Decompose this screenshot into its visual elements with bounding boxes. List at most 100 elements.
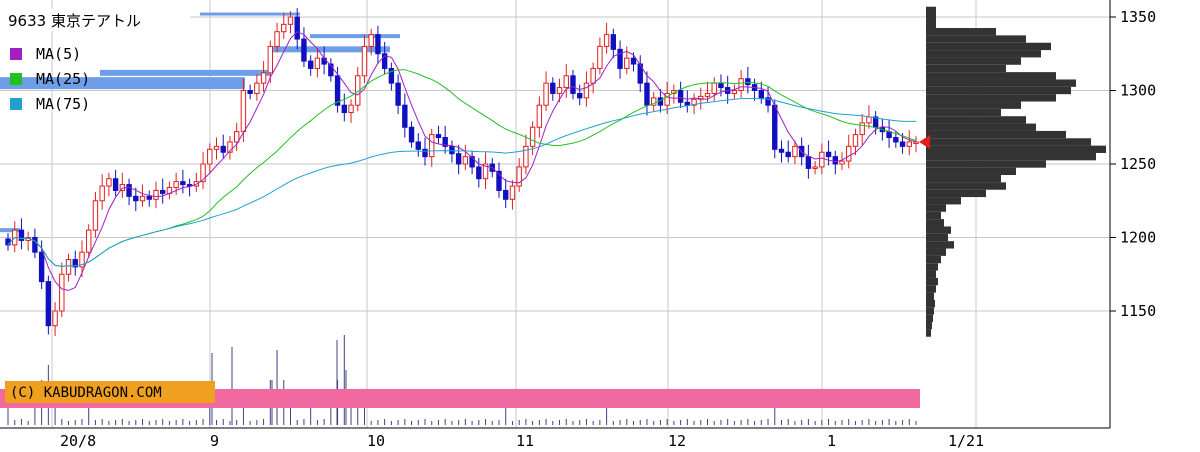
candle-body	[368, 34, 374, 47]
candle-body	[765, 97, 771, 106]
profile-bar	[926, 255, 941, 264]
volume-profile	[926, 6, 1106, 337]
candle-body	[153, 189, 159, 200]
candle-body	[819, 151, 825, 168]
x-tick-label: 11	[516, 432, 534, 450]
candle-body	[415, 141, 421, 150]
x-tick-label: 12	[668, 432, 686, 450]
candle-body	[52, 310, 58, 327]
resistance-bar	[270, 46, 390, 53]
y-tick-label: 1250	[1120, 155, 1156, 173]
candle-body	[267, 45, 274, 74]
candle-body	[523, 145, 529, 168]
last-price-triangle	[919, 134, 930, 149]
profile-bar	[926, 241, 954, 249]
candle-body	[624, 57, 630, 69]
candle-body	[375, 34, 381, 55]
ma75-swatch	[10, 98, 22, 110]
candle-body	[45, 281, 52, 327]
x-tick-label: 9	[210, 432, 219, 450]
candle-body	[529, 126, 536, 147]
profile-bar	[926, 204, 946, 212]
candle-body	[247, 90, 253, 94]
candle-body	[805, 156, 812, 169]
copyright-text: (C) KABUDRAGON.COM	[10, 385, 162, 401]
candle-body	[281, 23, 287, 33]
profile-bar	[926, 35, 1026, 43]
candle-body	[886, 131, 892, 139]
y-tick-label: 1200	[1120, 229, 1156, 247]
candle-body	[435, 134, 442, 139]
candle-body	[893, 137, 899, 143]
candle-body	[442, 137, 448, 147]
profile-bar	[926, 101, 1021, 109]
candle-body	[233, 131, 240, 143]
candle-body	[704, 92, 711, 97]
profile-bar	[926, 138, 1091, 146]
candle-body	[536, 104, 543, 128]
candle-body	[388, 67, 395, 84]
profile-bar	[926, 285, 936, 293]
resistance-bar	[0, 228, 20, 233]
profile-bar	[926, 270, 936, 278]
profile-bar	[926, 329, 931, 337]
resistance-bars	[0, 12, 400, 233]
candle-body	[334, 75, 341, 106]
profile-bar	[926, 50, 1041, 58]
profile-bar	[926, 160, 1046, 168]
candle-body	[32, 237, 38, 253]
candle-body	[260, 72, 267, 84]
profile-bar	[926, 108, 1001, 117]
profile-bar	[926, 123, 1036, 131]
resistance-bar	[200, 12, 300, 16]
candle-body	[630, 57, 637, 65]
candle-body	[395, 82, 401, 106]
candle-body	[220, 145, 226, 153]
candle-body	[79, 251, 85, 268]
candle-body	[227, 141, 233, 153]
profile-bar	[926, 152, 1096, 161]
candle-body	[597, 45, 603, 69]
candle-body	[476, 166, 482, 180]
profile-bar	[926, 116, 1026, 124]
profile-bar	[926, 307, 934, 315]
profile-bar	[926, 167, 1016, 176]
resistance-bar	[0, 77, 245, 90]
volume-bars	[7, 335, 917, 425]
candle-body	[677, 90, 684, 103]
candle-body	[556, 87, 563, 94]
x-axis-labels: 20/8 9 10 11 12 1 1/21	[60, 432, 984, 450]
candle-body	[254, 82, 260, 94]
candle-body	[603, 34, 610, 47]
profile-bar	[926, 42, 1051, 51]
candle-body	[590, 67, 596, 84]
candle-body	[785, 151, 791, 158]
moving-averages	[7, 31, 917, 291]
x-tick-label: 1	[827, 432, 836, 450]
candle-body	[462, 156, 469, 165]
profile-bar	[926, 226, 951, 234]
y-axis-ticks: 1150 1200 1250 1300 1350	[1110, 8, 1156, 320]
profile-bar	[926, 189, 986, 198]
x-tick-label: 1/21	[948, 432, 984, 450]
profile-bar	[926, 299, 935, 308]
candle-body	[718, 82, 724, 89]
candle-body	[240, 90, 247, 133]
candle-body	[650, 97, 657, 106]
candle-body	[563, 75, 569, 89]
copyright-band	[0, 389, 920, 408]
candle-body	[314, 57, 321, 69]
legend-ma75: MA(75)	[36, 95, 90, 113]
profile-bar	[926, 86, 1071, 95]
candle-body	[294, 16, 300, 40]
candle-body	[516, 166, 522, 187]
candle-body	[381, 53, 388, 69]
candle-body	[550, 82, 556, 94]
candle-body	[745, 78, 751, 86]
profile-bar	[926, 175, 1001, 183]
ma75-line	[7, 98, 916, 267]
ma25-swatch	[10, 73, 22, 85]
candle-body	[65, 259, 72, 275]
candle-body	[92, 200, 99, 231]
copyright-label: (C) KABUDRAGON.COM	[5, 381, 215, 403]
